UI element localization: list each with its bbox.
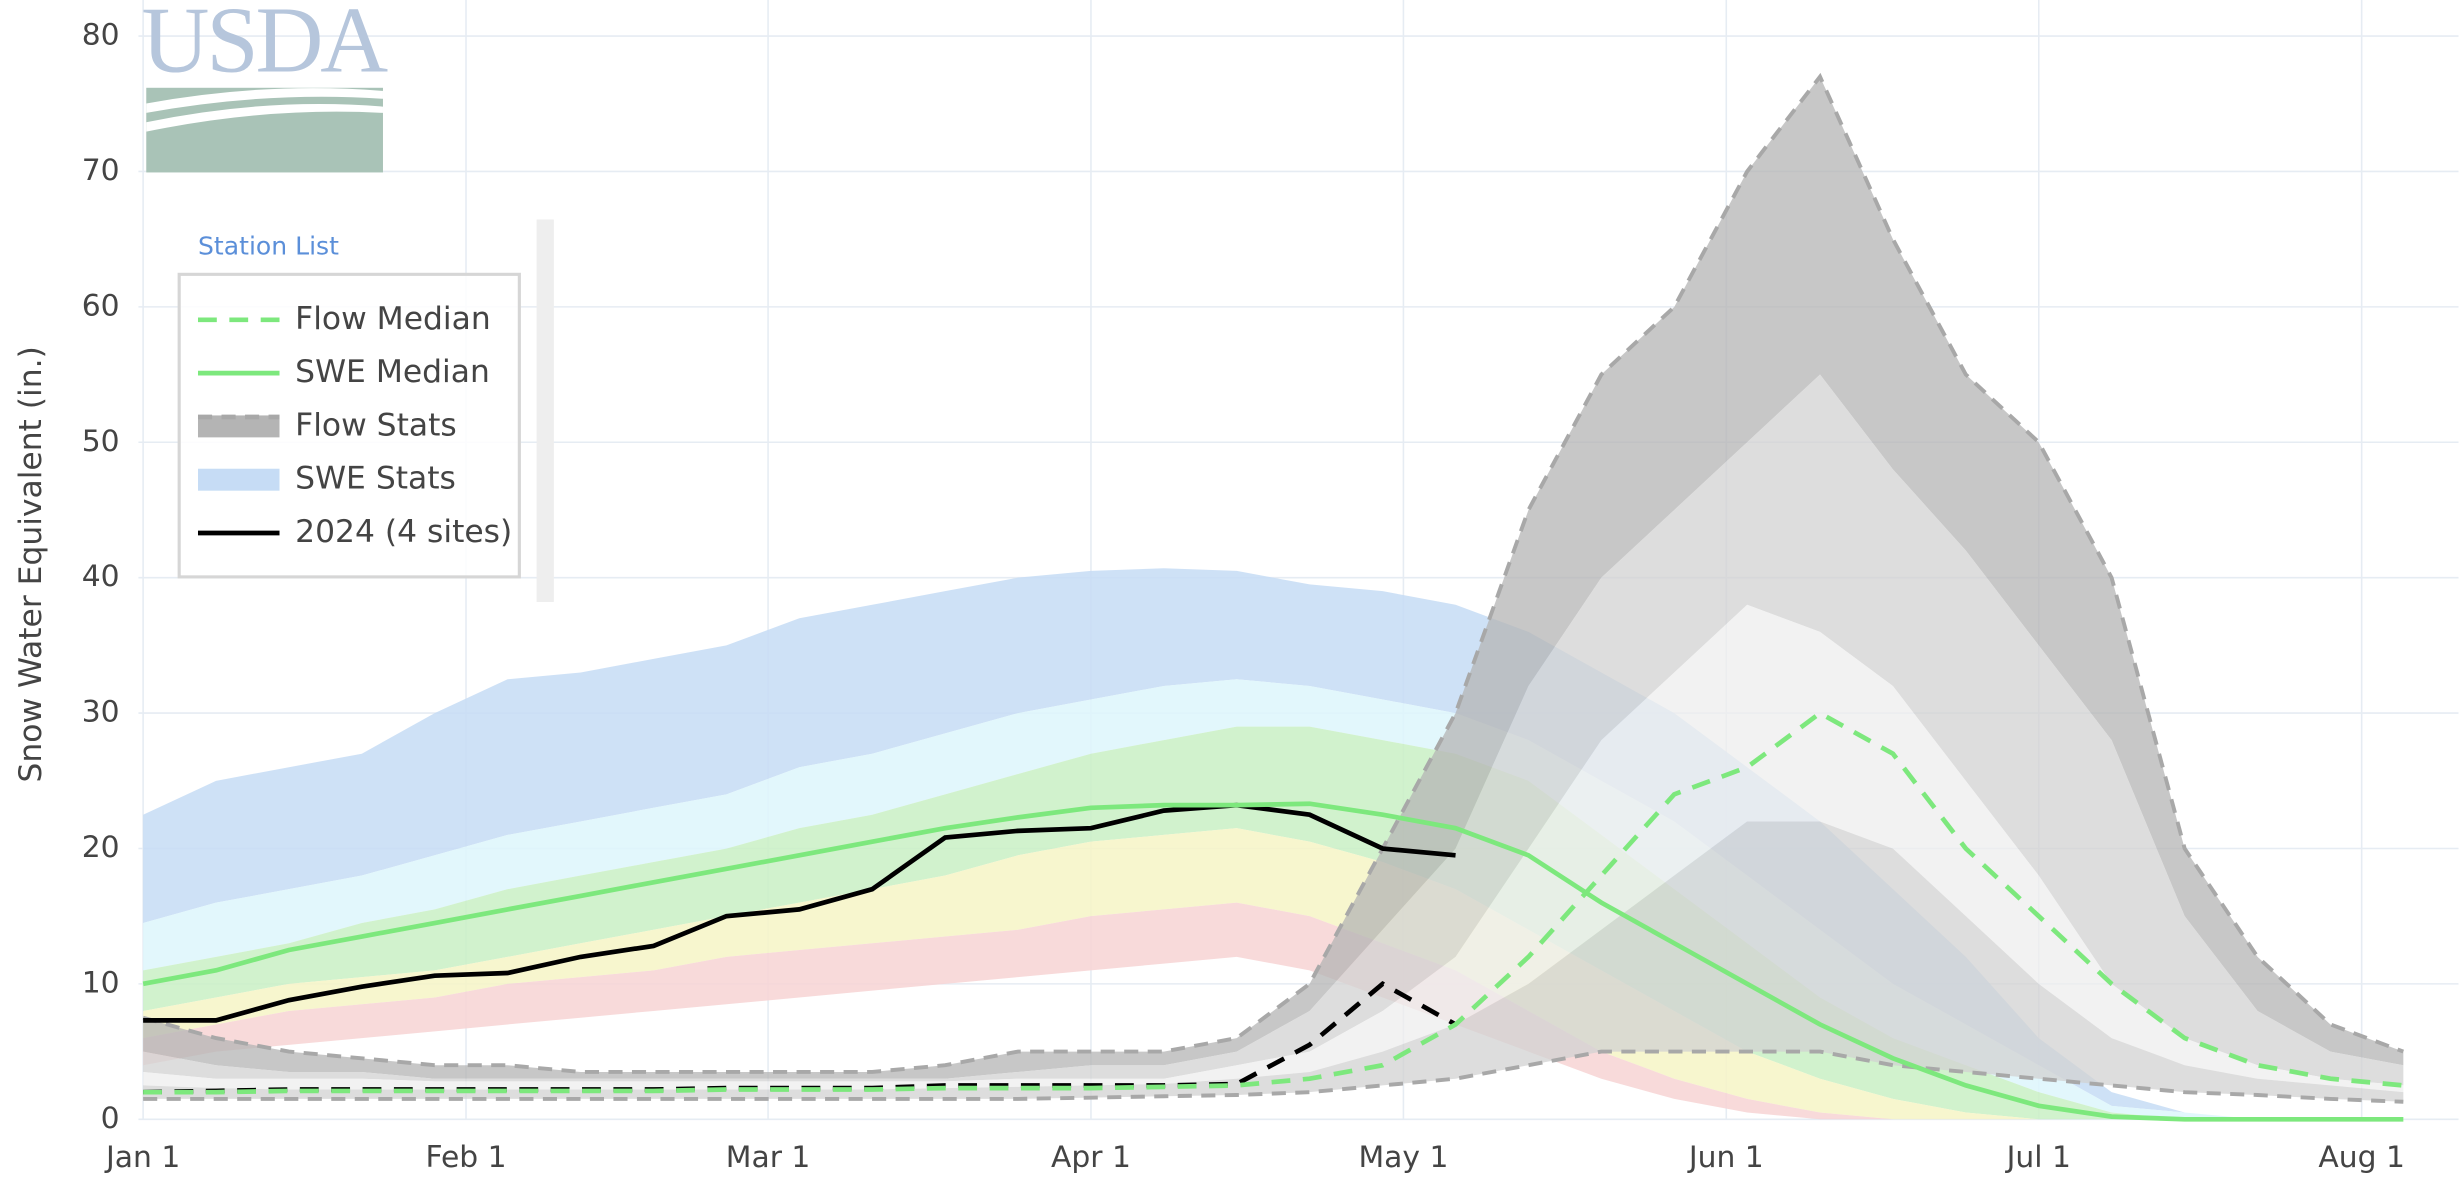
lines	[142, 710, 2404, 1122]
legend-label: 2024 (4 sites)	[295, 514, 512, 550]
y-tick-label: 50	[82, 424, 120, 459]
y-tick-label: 60	[82, 288, 120, 323]
legend-label: Flow Median	[295, 301, 491, 337]
y-axis-title: Snow Water Equivalent (in.)	[13, 346, 49, 782]
x-tick-label: Jul 1	[2005, 1140, 2071, 1175]
x-tick-label: Aug 1	[2318, 1140, 2405, 1175]
legend-label: SWE Stats	[295, 461, 456, 497]
x-tick-label: Apr 1	[1051, 1140, 1131, 1175]
y-tick-label: 30	[82, 695, 120, 730]
y-tick-label: 40	[82, 559, 120, 594]
x-tick-label: Mar 1	[726, 1140, 811, 1175]
series-line	[142, 801, 2404, 1122]
y-tick-label: 0	[101, 1101, 120, 1136]
y-tick-label: 70	[82, 153, 120, 188]
stat-edge	[143, 1049, 2404, 1104]
stat-band	[143, 568, 2404, 1120]
stat-edge	[142, 72, 2405, 1074]
stat-band	[143, 374, 2404, 1086]
legend: Station List Flow Median SWE Median Flow S…	[177, 219, 554, 602]
y-tick-label: 10	[82, 965, 120, 1000]
stat-band	[143, 604, 2404, 1093]
series-line	[143, 710, 2404, 1095]
x-tick-label: May 1	[1358, 1140, 1448, 1175]
logo-stripes	[146, 88, 383, 132]
legend-swatch	[197, 415, 280, 438]
legend-swatch	[197, 468, 280, 491]
legend-label: SWE Median	[295, 354, 490, 390]
x-tick-label: Jan 1	[104, 1140, 180, 1175]
logo: USDA	[142, 0, 391, 173]
bands	[142, 72, 2405, 1120]
stat-band	[143, 76, 2404, 1079]
stat-band	[143, 828, 2404, 1120]
legend-label: Flow Stats	[295, 407, 457, 443]
y-tick-label: 20	[82, 830, 120, 865]
logo-text: USDA	[142, 0, 389, 93]
legend-title: Station List	[198, 232, 339, 261]
x-tick-label: Jun 1	[1687, 1140, 1764, 1175]
y-tick-label: 80	[82, 18, 120, 53]
legend-scrollbar	[536, 219, 554, 602]
axes: 0 10 20 30 40 50 60 70 80 Jan 1 Feb 1 Mar 1 Apr 1 May…	[82, 18, 2405, 1175]
x-tick-label: Feb 1	[425, 1140, 506, 1175]
stat-band	[143, 902, 2404, 1120]
